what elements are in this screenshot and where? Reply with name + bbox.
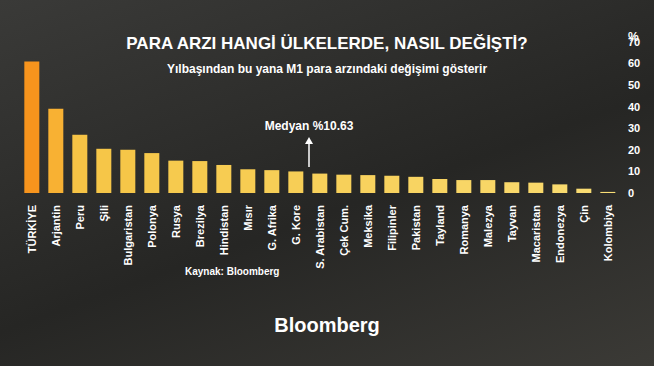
svg-text:Endonezya: Endonezya	[554, 204, 566, 263]
svg-text:Meksika: Meksika	[362, 204, 374, 248]
svg-text:40: 40	[628, 101, 640, 113]
svg-text:10: 10	[628, 165, 640, 177]
html-text:Yılbaşından bu yana M1 para ar: Yılbaşından bu yana M1 para arzındaki de…	[167, 62, 487, 76]
svg-text:30: 30	[628, 122, 640, 134]
svg-text:Kolombiya: Kolombiya	[602, 204, 614, 261]
svg-text:Tayland: Tayland	[434, 205, 446, 246]
svg-text:20: 20	[628, 144, 640, 156]
svg-text:Hindistan: Hindistan	[218, 205, 230, 255]
svg-text:Medyan %10.63: Medyan %10.63	[265, 119, 354, 133]
svg-text:Arjantin: Arjantin	[50, 205, 62, 247]
svg-text:Pakistan: Pakistan	[410, 205, 422, 251]
svg-text:Mısır: Mısır	[242, 204, 254, 230]
svg-text:S. Arabistan: S. Arabistan	[314, 205, 326, 269]
svg-text:Filipinler: Filipinler	[386, 204, 398, 251]
svg-text:G. Afrika: G. Afrika	[266, 204, 278, 250]
svg-text:Peru: Peru	[74, 205, 86, 229]
svg-text:Şili: Şili	[98, 205, 110, 222]
svg-text:Çin: Çin	[578, 205, 590, 223]
svg-text:TÜRKİYE: TÜRKİYE	[26, 205, 38, 253]
svg-text:Romanya: Romanya	[458, 204, 470, 254]
svg-text:Tayvan: Tayvan	[506, 205, 518, 242]
svg-text:50: 50	[628, 79, 640, 91]
svg-text:Bulgaristan: Bulgaristan	[122, 205, 134, 266]
html-text:Bloomberg: Bloomberg	[274, 314, 380, 336]
svg-text:60: 60	[628, 57, 640, 69]
svg-text:Rusya: Rusya	[170, 204, 182, 238]
svg-text:G. Kore: G. Kore	[290, 205, 302, 245]
svg-text:0: 0	[628, 187, 634, 199]
svg-text:Polonya: Polonya	[146, 204, 158, 248]
svg-text:Brezilya: Brezilya	[194, 204, 206, 247]
svg-text:Malezya: Malezya	[482, 204, 494, 247]
svg-text:Macaristan: Macaristan	[530, 205, 542, 263]
svg-text:Çek Cum.: Çek Cum.	[338, 205, 350, 256]
html-text:Kaynak: Bloomberg: Kaynak: Bloomberg	[185, 266, 280, 277]
html-text:PARA ARZI HANGİ ÜLKELERDE, NAS: PARA ARZI HANGİ ÜLKELERDE, NASIL DEĞİŞTİ…	[126, 34, 528, 53]
